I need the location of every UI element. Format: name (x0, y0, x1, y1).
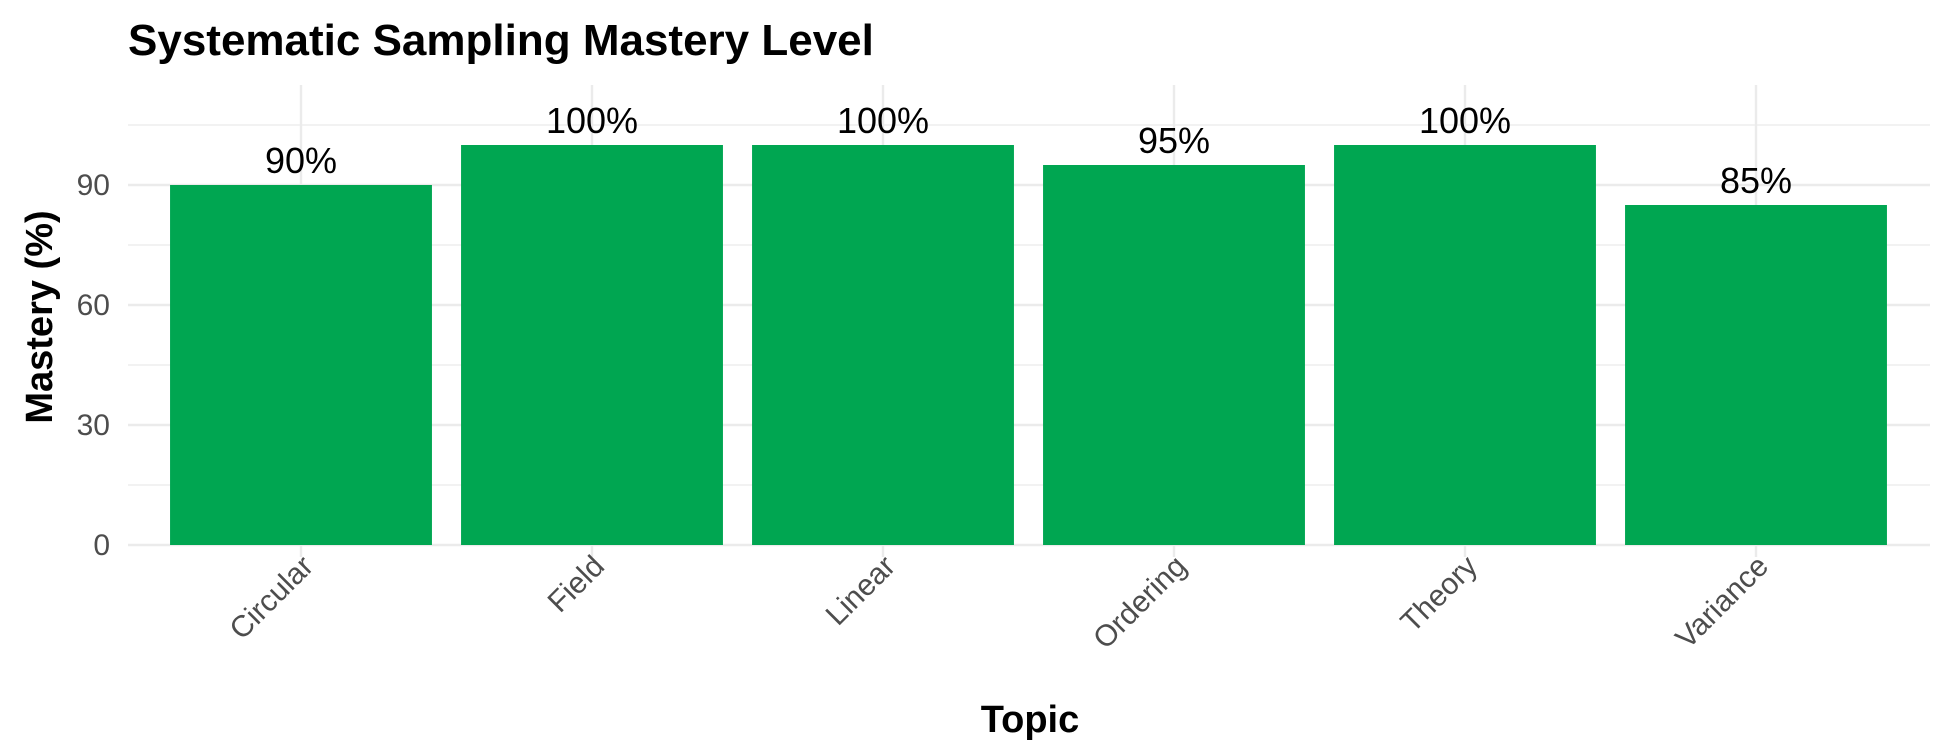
x-tick-label: Linear (820, 550, 902, 632)
data-label: 100% (837, 100, 929, 141)
x-tick-label: Circular (224, 550, 320, 646)
x-tick-label: Ordering (1087, 550, 1193, 656)
x-tick-label: Theory (1395, 550, 1484, 639)
data-labels: 90% 100% 100% 95% 100% 85% (265, 100, 1792, 201)
chart-title: Systematic Sampling Mastery Level (128, 16, 874, 65)
data-label: 90% (265, 140, 337, 181)
x-axis-ticks: Circular Field Linear Ordering Theory Varianc… (224, 550, 1775, 656)
y-axis-ticks: 0 30 60 90 (77, 169, 110, 562)
data-label: 100% (546, 100, 638, 141)
x-tick-label: Field (542, 550, 611, 619)
bar-ordering (1043, 165, 1305, 545)
x-axis-title: Topic (981, 699, 1080, 741)
bar-theory (1334, 145, 1596, 545)
y-tick-label: 90 (77, 169, 110, 202)
data-label: 95% (1138, 120, 1210, 161)
y-axis-title: Mastery (%) (19, 210, 61, 423)
y-tick-label: 60 (77, 289, 110, 322)
x-tick-label: Variance (1669, 550, 1774, 655)
bars (170, 145, 1887, 545)
bar-field (461, 145, 723, 545)
y-tick-label: 0 (93, 529, 110, 562)
data-label: 85% (1720, 160, 1792, 201)
bar-circular (170, 185, 432, 545)
data-label: 100% (1419, 100, 1511, 141)
bar-variance (1625, 205, 1887, 545)
y-tick-label: 30 (77, 409, 110, 442)
bar-linear (752, 145, 1014, 545)
